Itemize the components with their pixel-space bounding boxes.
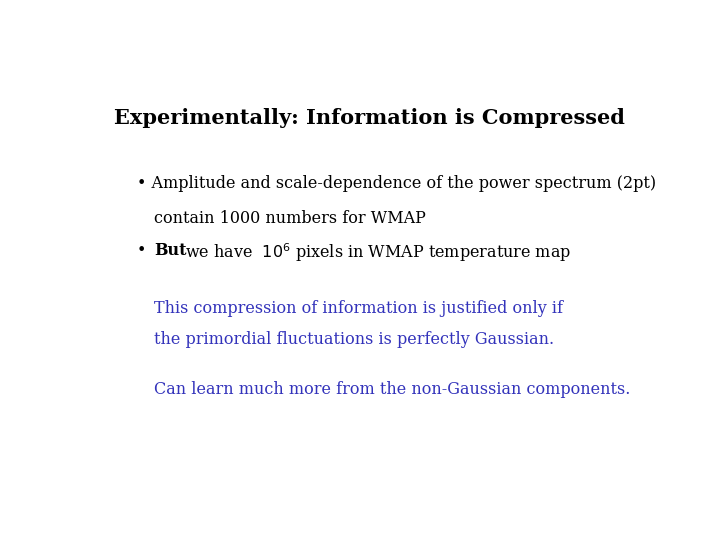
Text: • Amplitude and scale-dependence of the power spectrum (2pt): • Amplitude and scale-dependence of the … — [138, 175, 657, 192]
Text: Can learn much more from the non-Gaussian components.: Can learn much more from the non-Gaussia… — [154, 381, 631, 398]
Text: But: But — [154, 241, 186, 259]
Text: Experimentally: Information is Compressed: Experimentally: Information is Compresse… — [114, 109, 624, 129]
Text: the primordial fluctuations is perfectly Gaussian.: the primordial fluctuations is perfectly… — [154, 331, 554, 348]
Text: This compression of information is justified only if: This compression of information is justi… — [154, 300, 563, 317]
Text: contain 1000 numbers for WMAP: contain 1000 numbers for WMAP — [154, 210, 426, 227]
Text: •: • — [138, 241, 152, 259]
Text: we have  $10^6$ pixels in WMAP temperature map: we have $10^6$ pixels in WMAP temperatur… — [180, 241, 571, 264]
